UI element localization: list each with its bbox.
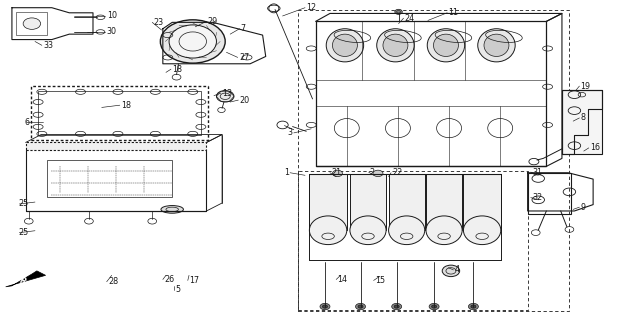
Text: 4: 4	[454, 265, 459, 275]
Text: 33: 33	[43, 41, 53, 50]
Text: 17: 17	[189, 276, 199, 285]
Ellipse shape	[463, 216, 501, 244]
Ellipse shape	[432, 305, 437, 308]
Ellipse shape	[383, 34, 408, 56]
Text: 20: 20	[239, 96, 249, 105]
Ellipse shape	[332, 34, 357, 56]
Ellipse shape	[320, 303, 330, 310]
Ellipse shape	[326, 29, 364, 62]
Text: 12: 12	[306, 3, 316, 12]
Text: 24: 24	[405, 14, 415, 23]
Ellipse shape	[356, 303, 366, 310]
Bar	[463, 174, 501, 230]
Text: 6: 6	[24, 118, 29, 127]
Bar	[528, 173, 571, 214]
Text: 10: 10	[107, 12, 117, 20]
Text: 26: 26	[164, 275, 174, 284]
Text: 29: 29	[208, 17, 218, 26]
Text: 2: 2	[370, 168, 375, 177]
Text: 28: 28	[108, 277, 118, 286]
Bar	[309, 174, 347, 230]
Ellipse shape	[309, 216, 347, 244]
Bar	[31, 86, 208, 140]
Text: 25: 25	[18, 199, 28, 208]
Text: 7: 7	[241, 24, 246, 33]
Text: 18: 18	[121, 101, 131, 110]
Ellipse shape	[216, 91, 234, 102]
Bar	[38, 91, 201, 134]
Text: 18: 18	[173, 65, 182, 74]
Ellipse shape	[377, 29, 414, 62]
Ellipse shape	[358, 305, 363, 308]
Ellipse shape	[428, 29, 464, 62]
Polygon shape	[6, 271, 46, 287]
Text: 15: 15	[375, 276, 385, 285]
Ellipse shape	[350, 216, 386, 244]
Text: 25: 25	[18, 228, 28, 237]
Text: 22: 22	[392, 168, 402, 177]
Ellipse shape	[392, 303, 402, 310]
Ellipse shape	[161, 205, 183, 213]
Text: 27: 27	[239, 53, 249, 62]
Ellipse shape	[332, 170, 342, 177]
Text: FR.: FR.	[13, 274, 31, 289]
Text: 21: 21	[331, 168, 341, 177]
Bar	[350, 174, 386, 230]
Ellipse shape	[322, 305, 328, 308]
Ellipse shape	[471, 305, 476, 308]
Text: 13: 13	[222, 89, 232, 98]
Bar	[16, 12, 48, 35]
Text: 30: 30	[107, 28, 117, 36]
Bar	[48, 160, 172, 197]
Ellipse shape	[23, 18, 41, 29]
Text: 5: 5	[175, 285, 181, 294]
Ellipse shape	[478, 29, 515, 62]
Text: 31: 31	[532, 168, 542, 177]
Ellipse shape	[434, 34, 458, 56]
Ellipse shape	[468, 303, 478, 310]
Text: 1: 1	[284, 168, 289, 177]
Ellipse shape	[395, 9, 402, 14]
Ellipse shape	[442, 265, 459, 276]
Bar	[26, 142, 206, 150]
Text: 19: 19	[581, 82, 591, 91]
Text: 11: 11	[449, 8, 459, 17]
Text: 23: 23	[154, 18, 164, 27]
Bar	[298, 10, 569, 311]
Text: 14: 14	[338, 275, 348, 284]
Text: 9: 9	[581, 203, 586, 212]
Bar	[562, 90, 602, 154]
Bar	[426, 174, 462, 230]
Text: 8: 8	[581, 114, 586, 123]
Ellipse shape	[389, 216, 425, 244]
Text: 16: 16	[590, 143, 600, 152]
Bar	[298, 171, 528, 310]
Ellipse shape	[169, 25, 216, 58]
Ellipse shape	[426, 216, 462, 244]
Text: 3: 3	[288, 128, 292, 137]
Ellipse shape	[373, 170, 383, 177]
Ellipse shape	[394, 305, 399, 308]
Ellipse shape	[429, 303, 439, 310]
Ellipse shape	[161, 20, 225, 63]
Bar	[389, 174, 425, 230]
Text: 32: 32	[532, 193, 542, 202]
Ellipse shape	[484, 34, 509, 56]
